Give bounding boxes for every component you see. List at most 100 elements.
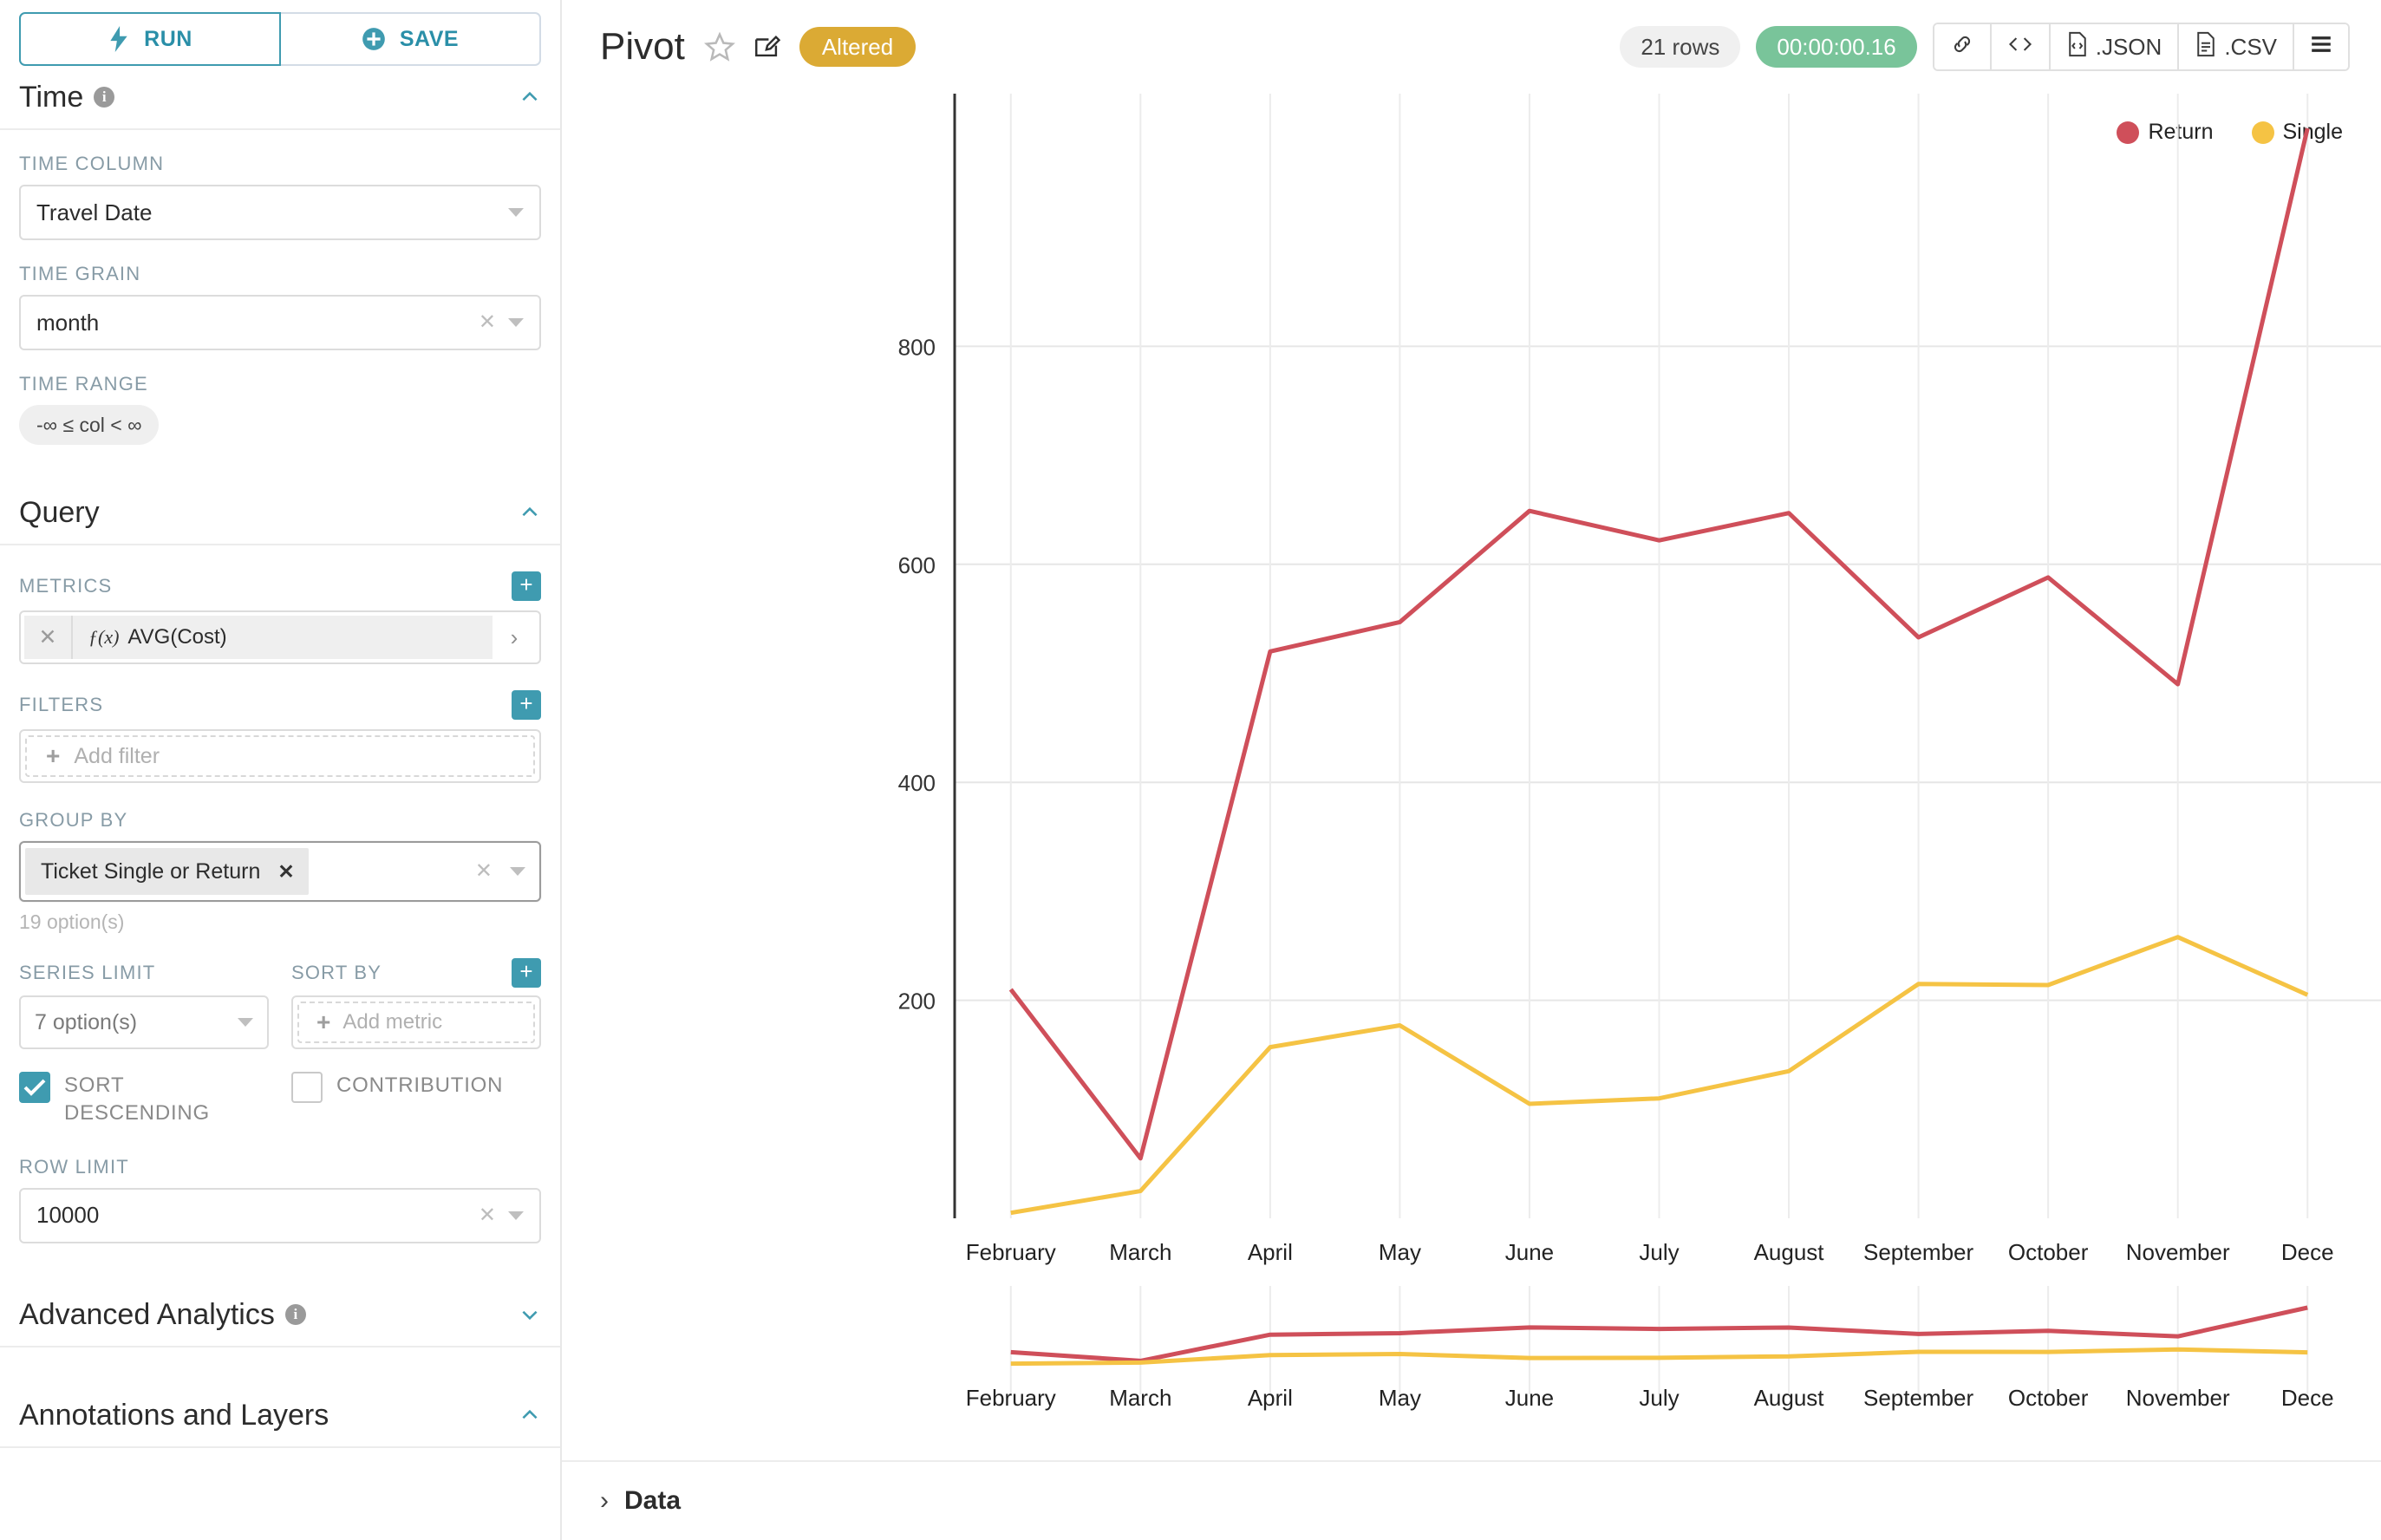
filters-label: FILTERS bbox=[19, 694, 104, 715]
add-filter-dropzone[interactable]: + Add filter bbox=[25, 735, 535, 777]
edit-pencil-icon[interactable] bbox=[753, 32, 782, 62]
embed-code-button[interactable] bbox=[1991, 24, 2051, 69]
query-section-header[interactable]: Query bbox=[0, 481, 560, 545]
clear-icon[interactable]: ✕ bbox=[474, 859, 493, 883]
time-column-select[interactable]: Travel Date bbox=[19, 185, 541, 240]
filters-control[interactable]: + Add filter bbox=[19, 729, 541, 783]
data-section-label: Data bbox=[624, 1486, 682, 1515]
svg-text:November: November bbox=[2126, 1385, 2230, 1411]
legend-item-return[interactable]: Return bbox=[2117, 120, 2214, 145]
add-sort-metric-button[interactable]: + bbox=[512, 958, 541, 988]
chart-toolbar: Pivot Altered 21 rows 00:00:00.16 bbox=[562, 0, 2381, 94]
download-csv-button[interactable]: .CSV bbox=[2179, 24, 2294, 69]
csv-label: .CSV bbox=[2224, 33, 2277, 60]
svg-text:May: May bbox=[1379, 1385, 1421, 1411]
hamburger-menu-icon bbox=[2308, 34, 2334, 61]
legend-color-swatch bbox=[2251, 121, 2274, 144]
add-metric-button[interactable]: + bbox=[512, 571, 541, 601]
share-link-button[interactable] bbox=[1934, 24, 1992, 69]
group-by-chip[interactable]: Ticket Single or Return ✕ bbox=[25, 848, 309, 895]
svg-text:April: April bbox=[1248, 1239, 1293, 1265]
favorite-star-icon[interactable] bbox=[703, 31, 735, 62]
series-limit-select[interactable]: 7 option(s) bbox=[19, 995, 269, 1049]
more-menu-button[interactable] bbox=[2294, 24, 2348, 69]
advanced-analytics-title: Advanced Analytics bbox=[19, 1297, 275, 1331]
svg-text:March: March bbox=[1109, 1239, 1171, 1265]
time-grain-select[interactable]: month ✕ bbox=[19, 295, 541, 350]
plus-icon: + bbox=[316, 1008, 331, 1035]
download-json-button[interactable]: .JSON bbox=[2050, 24, 2180, 69]
run-button-label: RUN bbox=[144, 26, 192, 51]
contribution-checkbox[interactable]: CONTRIBUTION bbox=[291, 1072, 541, 1128]
time-section-header[interactable]: Time i bbox=[0, 66, 560, 130]
advanced-analytics-section-header[interactable]: Advanced Analytics i bbox=[0, 1283, 560, 1348]
svg-text:July: July bbox=[1639, 1385, 1679, 1411]
add-metric-dropzone[interactable]: + Add metric bbox=[297, 1002, 535, 1043]
function-icon: ƒ(x) bbox=[88, 626, 120, 648]
svg-text:March: March bbox=[1109, 1385, 1171, 1411]
row-count-badge: 21 rows bbox=[1620, 26, 1741, 68]
chevron-down-icon bbox=[508, 318, 524, 327]
sort-descending-checkbox[interactable]: SORT DESCENDING bbox=[19, 1072, 269, 1128]
chevron-up-icon[interactable] bbox=[519, 501, 541, 524]
svg-text:June: June bbox=[1505, 1239, 1554, 1265]
chevron-right-icon[interactable]: › bbox=[510, 623, 519, 650]
time-range-value[interactable]: -∞ ≤ col < ∞ bbox=[19, 405, 160, 445]
time-range-field: TIME RANGE -∞ ≤ col < ∞ bbox=[0, 373, 560, 445]
info-icon[interactable]: i bbox=[94, 87, 115, 108]
json-file-icon bbox=[2066, 31, 2089, 63]
lightning-bolt-icon bbox=[108, 26, 130, 52]
chevron-up-icon[interactable] bbox=[519, 86, 541, 108]
clear-icon[interactable]: ✕ bbox=[478, 1203, 496, 1227]
group-by-select[interactable]: Ticket Single or Return ✕ ✕ bbox=[19, 841, 541, 902]
svg-text:August: August bbox=[1754, 1239, 1825, 1265]
chart-canvas[interactable]: 200 400 600 800 February March April May June Jul… bbox=[562, 94, 2381, 1540]
svg-text:April: April bbox=[1248, 1385, 1293, 1411]
sort-by-label: SORT BY bbox=[291, 962, 382, 983]
clear-icon[interactable]: ✕ bbox=[478, 310, 496, 334]
svg-text:February: February bbox=[966, 1385, 1056, 1411]
metrics-label: METRICS bbox=[19, 575, 113, 597]
remove-group-by-icon[interactable]: ✕ bbox=[277, 859, 295, 883]
row-limit-field: ROW LIMIT 10000 ✕ bbox=[0, 1156, 560, 1243]
remove-metric-icon[interactable]: ✕ bbox=[24, 616, 73, 659]
line-chart-svg[interactable]: 200 400 600 800 February March April May June Jul… bbox=[562, 94, 2381, 1540]
info-icon[interactable]: i bbox=[284, 1303, 306, 1325]
chevron-down-icon bbox=[508, 1210, 524, 1220]
query-section-title: Query bbox=[19, 496, 100, 529]
metrics-control[interactable]: ✕ ƒ(x) AVG(Cost) › bbox=[19, 610, 541, 664]
json-label: .JSON bbox=[2095, 33, 2162, 60]
status-badge[interactable]: Altered bbox=[799, 27, 917, 67]
annotations-section-header[interactable]: Annotations and Layers bbox=[0, 1384, 560, 1448]
svg-text:September: September bbox=[1863, 1385, 1974, 1411]
checkbox-row: SORT DESCENDING CONTRIBUTION bbox=[0, 1072, 560, 1128]
add-filter-placeholder: Add filter bbox=[74, 743, 160, 768]
chevron-right-icon: › bbox=[600, 1486, 609, 1515]
group-by-value: Ticket Single or Return bbox=[41, 858, 261, 884]
filters-label-row: FILTERS + bbox=[0, 690, 560, 720]
checkbox-unchecked-icon[interactable] bbox=[291, 1072, 323, 1103]
svg-text:November: November bbox=[2126, 1239, 2230, 1265]
svg-text:Dece: Dece bbox=[2281, 1385, 2334, 1411]
toolbar-right-group: 21 rows 00:00:00.16 bbox=[1620, 23, 2350, 71]
legend-item-single[interactable]: Single bbox=[2251, 120, 2344, 145]
chevron-down-icon[interactable] bbox=[519, 1303, 541, 1326]
run-button[interactable]: RUN bbox=[19, 12, 281, 66]
series-limit-value: 7 option(s) bbox=[35, 1009, 138, 1034]
svg-text:Dece: Dece bbox=[2281, 1239, 2334, 1265]
row-limit-label: ROW LIMIT bbox=[19, 1155, 129, 1178]
add-filter-button[interactable]: + bbox=[512, 690, 541, 720]
checkbox-checked-icon[interactable] bbox=[19, 1072, 50, 1103]
sort-by-control[interactable]: + Add metric bbox=[291, 995, 541, 1049]
save-button[interactable]: SAVE bbox=[281, 12, 541, 66]
chevron-up-icon[interactable] bbox=[519, 1404, 541, 1426]
row-limit-select[interactable]: 10000 ✕ bbox=[19, 1187, 541, 1243]
data-section-toggle[interactable]: › Data bbox=[562, 1460, 2381, 1540]
legend-label: Single bbox=[2282, 120, 2344, 144]
chevron-down-icon bbox=[510, 867, 525, 876]
metric-chip[interactable]: ✕ ƒ(x) AVG(Cost) bbox=[24, 616, 493, 659]
chart-legend: Return Single bbox=[2117, 120, 2343, 145]
csv-file-icon bbox=[2195, 31, 2217, 63]
plus-circle-icon bbox=[362, 27, 386, 51]
